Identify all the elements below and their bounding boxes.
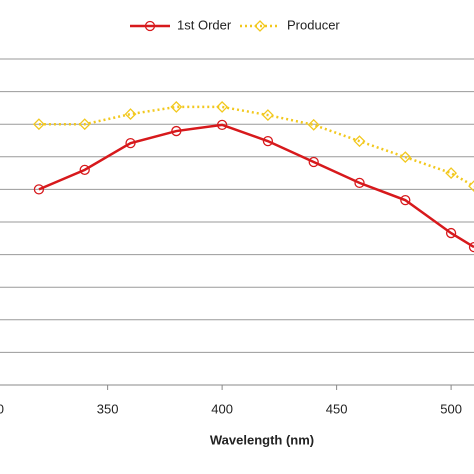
marker	[308, 156, 319, 168]
marker	[399, 151, 412, 164]
marker	[170, 101, 183, 113]
marker	[468, 180, 474, 193]
marker	[216, 119, 228, 131]
marker	[468, 241, 474, 253]
marker	[33, 118, 45, 131]
x-tick-label: 450	[326, 401, 348, 416]
legend-label: Producer	[287, 17, 340, 32]
legend-marker	[144, 20, 156, 32]
marker	[400, 195, 411, 206]
x-tick-label: 400	[211, 401, 233, 416]
marker	[78, 118, 91, 131]
x-tick-label: 300	[0, 401, 4, 416]
legend-label: 1st Order	[177, 17, 232, 32]
marker	[261, 109, 274, 121]
marker	[445, 227, 457, 239]
marker	[171, 125, 182, 137]
marker	[125, 137, 136, 149]
marker	[353, 135, 366, 148]
marker	[216, 101, 229, 113]
x-axis-title: Wavelength (nm)	[210, 432, 314, 447]
line	[38, 105, 474, 188]
marker	[124, 108, 137, 121]
marker	[33, 184, 45, 195]
x-tick-label: 350	[97, 401, 119, 416]
marker	[262, 136, 274, 147]
legend-marker	[254, 20, 266, 32]
marker	[445, 167, 458, 180]
line	[38, 123, 474, 249]
marker	[354, 177, 365, 189]
marker	[307, 118, 320, 131]
marker	[79, 164, 90, 175]
x-tick-label: 500	[440, 401, 462, 416]
